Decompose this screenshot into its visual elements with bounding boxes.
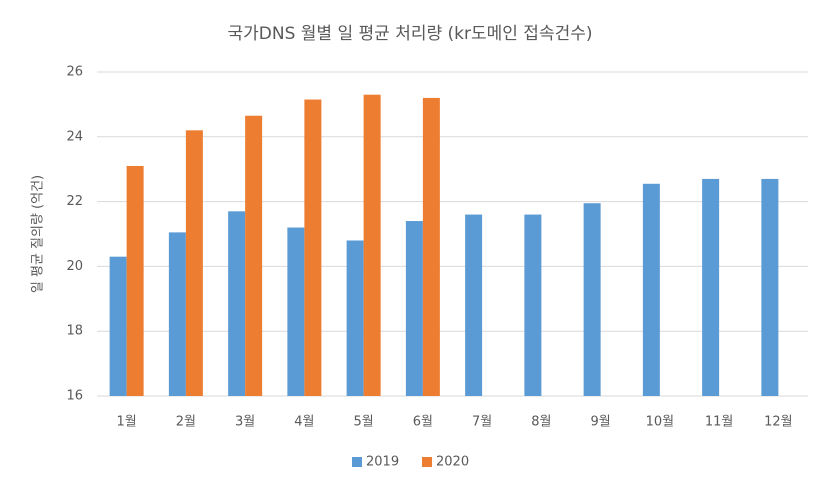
x-tick-label: 6월 [413,415,433,430]
x-tick-label: 4월 [294,415,314,430]
bar [524,214,542,396]
bar [405,221,423,396]
bar [422,97,440,397]
bar [465,214,483,396]
y-tick-label: 22 [66,194,83,209]
chart-title: 국가DNS 월별 일 평균 처리량 (kr도메인 접속건수) [228,24,593,44]
x-tick-label: 5월 [354,415,374,430]
bar [109,256,127,396]
x-tick-label: 1월 [117,415,137,430]
legend-swatch [352,457,362,467]
y-tick-label: 24 [66,129,83,144]
bar [245,115,263,397]
bar [168,232,186,396]
bar [304,99,322,396]
bar [583,203,601,396]
bar [126,165,144,396]
bar [346,240,364,396]
bar [761,178,779,396]
x-tick-label: 10월 [646,415,675,430]
y-tick-label: 16 [66,389,83,404]
x-tick-label: 9월 [591,415,611,430]
bar [185,130,203,396]
y-tick-label: 20 [66,259,83,274]
y-axis-label: 일 평균 질의량 (억건) [31,175,46,293]
legend-swatch [422,457,432,467]
legend-label: 2019 [366,455,399,470]
x-tick-label: 8월 [531,415,551,430]
y-tick-label: 26 [66,65,83,80]
x-tick-label: 7월 [472,415,492,430]
y-tick-label: 18 [66,324,83,339]
bar [363,94,381,397]
bar [702,178,720,396]
x-tick-label: 11월 [705,415,734,430]
bar [287,227,305,396]
x-tick-label: 12월 [764,415,793,430]
legend-label: 2020 [436,455,469,470]
x-tick-label: 3월 [235,415,255,430]
x-tick-label: 2월 [176,415,196,430]
bar [642,183,660,396]
bar [228,211,246,396]
